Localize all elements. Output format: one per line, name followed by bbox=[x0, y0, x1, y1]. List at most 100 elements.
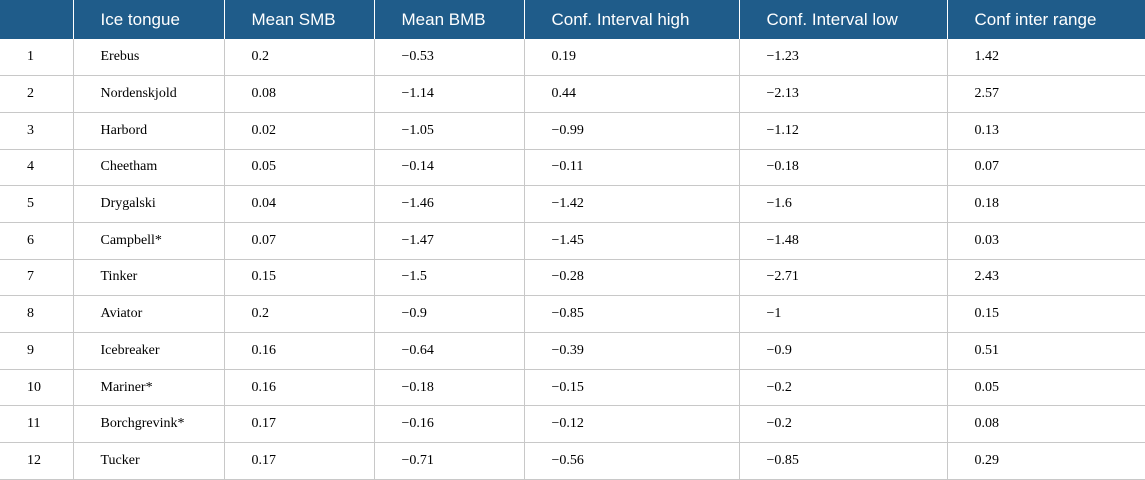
table-cell: −1 bbox=[738, 295, 947, 333]
table-cell: 0.03 bbox=[946, 222, 1145, 260]
header-row: Ice tongue Mean SMB Mean BMB Conf. Interval… bbox=[0, 0, 1145, 39]
table-cell: Cheetham bbox=[72, 149, 224, 187]
table-cell: 2.43 bbox=[946, 259, 1145, 297]
table-cell: 8 bbox=[0, 295, 73, 333]
table-cell: −0.14 bbox=[373, 149, 524, 187]
table-row: 3 Harbord 0.02 −1.05 −0.99 −1.12 0.13 bbox=[0, 112, 1145, 150]
table-cell: Drygalski bbox=[72, 185, 224, 223]
table-cell: 0.29 bbox=[946, 442, 1145, 480]
table-cell: 0.16 bbox=[223, 369, 374, 407]
table-cell: −0.2 bbox=[738, 405, 947, 444]
table-cell: −1.47 bbox=[373, 222, 524, 260]
table-cell: 0.17 bbox=[223, 405, 374, 444]
table-row: 12 Tucker 0.17 −0.71 −0.56 −0.85 0.29 bbox=[0, 442, 1145, 480]
table-cell: −1.23 bbox=[738, 39, 947, 77]
table-cell: 0.13 bbox=[946, 112, 1145, 150]
table-cell: 7 bbox=[0, 259, 73, 297]
table-cell: Tucker bbox=[72, 442, 224, 480]
table-cell: Tinker bbox=[72, 259, 224, 297]
table-cell: 0.08 bbox=[223, 75, 374, 113]
table-cell: −1.48 bbox=[738, 222, 947, 260]
table-cell: 0.16 bbox=[223, 332, 374, 370]
table-row: 8 Aviator 0.2 −0.9 −0.85 −1 0.15 bbox=[0, 295, 1145, 333]
table-cell: −1.05 bbox=[373, 112, 524, 150]
table-cell: 0.05 bbox=[223, 149, 374, 187]
table-cell: −2.71 bbox=[738, 259, 947, 297]
table-cell: 0.17 bbox=[223, 442, 374, 480]
table-cell: −1.45 bbox=[523, 222, 739, 260]
column-header bbox=[0, 0, 73, 39]
table-cell: 0.04 bbox=[223, 185, 374, 223]
table-cell: −0.11 bbox=[523, 149, 739, 187]
table-cell: −0.2 bbox=[738, 369, 947, 407]
table-row: 11 Borchgrevink* 0.17 −0.16 −0.12 −0.2 0.08 bbox=[0, 405, 1145, 444]
table-row: 2 Nordenskjold 0.08 −1.14 0.44 −2.13 2.57 bbox=[0, 75, 1145, 113]
table-cell: 0.2 bbox=[223, 295, 374, 333]
table-cell: 3 bbox=[0, 112, 73, 150]
table-cell: −0.28 bbox=[523, 259, 739, 297]
table-cell: −0.85 bbox=[523, 295, 739, 333]
table-cell: 0.2 bbox=[223, 39, 374, 77]
column-header: Mean BMB bbox=[373, 0, 524, 39]
table-cell: −1.12 bbox=[738, 112, 947, 150]
table-row: 7 Tinker 0.15 −1.5 −0.28 −2.71 2.43 bbox=[0, 259, 1145, 297]
table-cell: 6 bbox=[0, 222, 73, 260]
table-cell: 2.57 bbox=[946, 75, 1145, 113]
table-cell: 0.15 bbox=[223, 259, 374, 297]
table-cell: 12 bbox=[0, 442, 73, 480]
table-cell: Erebus bbox=[72, 39, 224, 77]
table-cell: 9 bbox=[0, 332, 73, 370]
table-cell: −1.6 bbox=[738, 185, 947, 223]
table-cell: Campbell* bbox=[72, 222, 224, 260]
table-header: Ice tongue Mean SMB Mean BMB Conf. Interval… bbox=[0, 0, 1145, 39]
table-row: 9 Icebreaker 0.16 −0.64 −0.39 −0.9 0.51 bbox=[0, 332, 1145, 370]
table-cell: −2.13 bbox=[738, 75, 947, 113]
table-row: 1 Erebus 0.2 −0.53 0.19 −1.23 1.42 bbox=[0, 39, 1145, 77]
table-cell: 4 bbox=[0, 149, 73, 187]
table-cell: −0.99 bbox=[523, 112, 739, 150]
table-cell: 0.18 bbox=[946, 185, 1145, 223]
table-cell: −0.39 bbox=[523, 332, 739, 370]
table-cell: 0.07 bbox=[223, 222, 374, 260]
table-cell: 11 bbox=[0, 405, 73, 444]
table-cell: −0.9 bbox=[738, 332, 947, 370]
table-cell: 0.05 bbox=[946, 369, 1145, 407]
table-cell: 0.07 bbox=[946, 149, 1145, 187]
table-cell: −0.18 bbox=[373, 369, 524, 407]
table-cell: −0.9 bbox=[373, 295, 524, 333]
table-cell: 0.19 bbox=[523, 39, 739, 77]
table-cell: −0.56 bbox=[523, 442, 739, 480]
table-cell: −0.85 bbox=[738, 442, 947, 480]
table-row: 4 Cheetham 0.05 −0.14 −0.11 −0.18 0.07 bbox=[0, 149, 1145, 187]
table-cell: 0.15 bbox=[946, 295, 1145, 333]
table-row: 5 Drygalski 0.04 −1.46 −1.42 −1.6 0.18 bbox=[0, 185, 1145, 223]
table-cell: −0.71 bbox=[373, 442, 524, 480]
table-cell: 0.02 bbox=[223, 112, 374, 150]
table-cell: Nordenskjold bbox=[72, 75, 224, 113]
table-cell: −1.46 bbox=[373, 185, 524, 223]
table-cell: Harbord bbox=[72, 112, 224, 150]
column-header: Mean SMB bbox=[223, 0, 374, 39]
table-row: 10 Mariner* 0.16 −0.18 −0.15 −0.2 0.05 bbox=[0, 369, 1145, 407]
table-cell: Icebreaker bbox=[72, 332, 224, 370]
column-header: Conf. Interval low bbox=[738, 0, 947, 39]
table-cell: −0.53 bbox=[373, 39, 524, 77]
table-cell: −0.15 bbox=[523, 369, 739, 407]
table-cell: 5 bbox=[0, 185, 73, 223]
table-cell: Aviator bbox=[72, 295, 224, 333]
table-cell: −0.12 bbox=[523, 405, 739, 444]
table-cell: 1 bbox=[0, 39, 73, 77]
table-cell: −0.16 bbox=[373, 405, 524, 444]
table-cell: −1.42 bbox=[523, 185, 739, 223]
column-header: Ice tongue bbox=[72, 0, 224, 39]
table-cell: 0.51 bbox=[946, 332, 1145, 370]
table-cell: −0.18 bbox=[738, 149, 947, 187]
table-cell: −0.64 bbox=[373, 332, 524, 370]
table-row: 6 Campbell* 0.07 −1.47 −1.45 −1.48 0.03 bbox=[0, 222, 1145, 260]
table-cell: −1.14 bbox=[373, 75, 524, 113]
table-cell: Borchgrevink* bbox=[72, 405, 224, 444]
table-cell: −1.5 bbox=[373, 259, 524, 297]
table-cell: 2 bbox=[0, 75, 73, 113]
table-cell: 10 bbox=[0, 369, 73, 407]
